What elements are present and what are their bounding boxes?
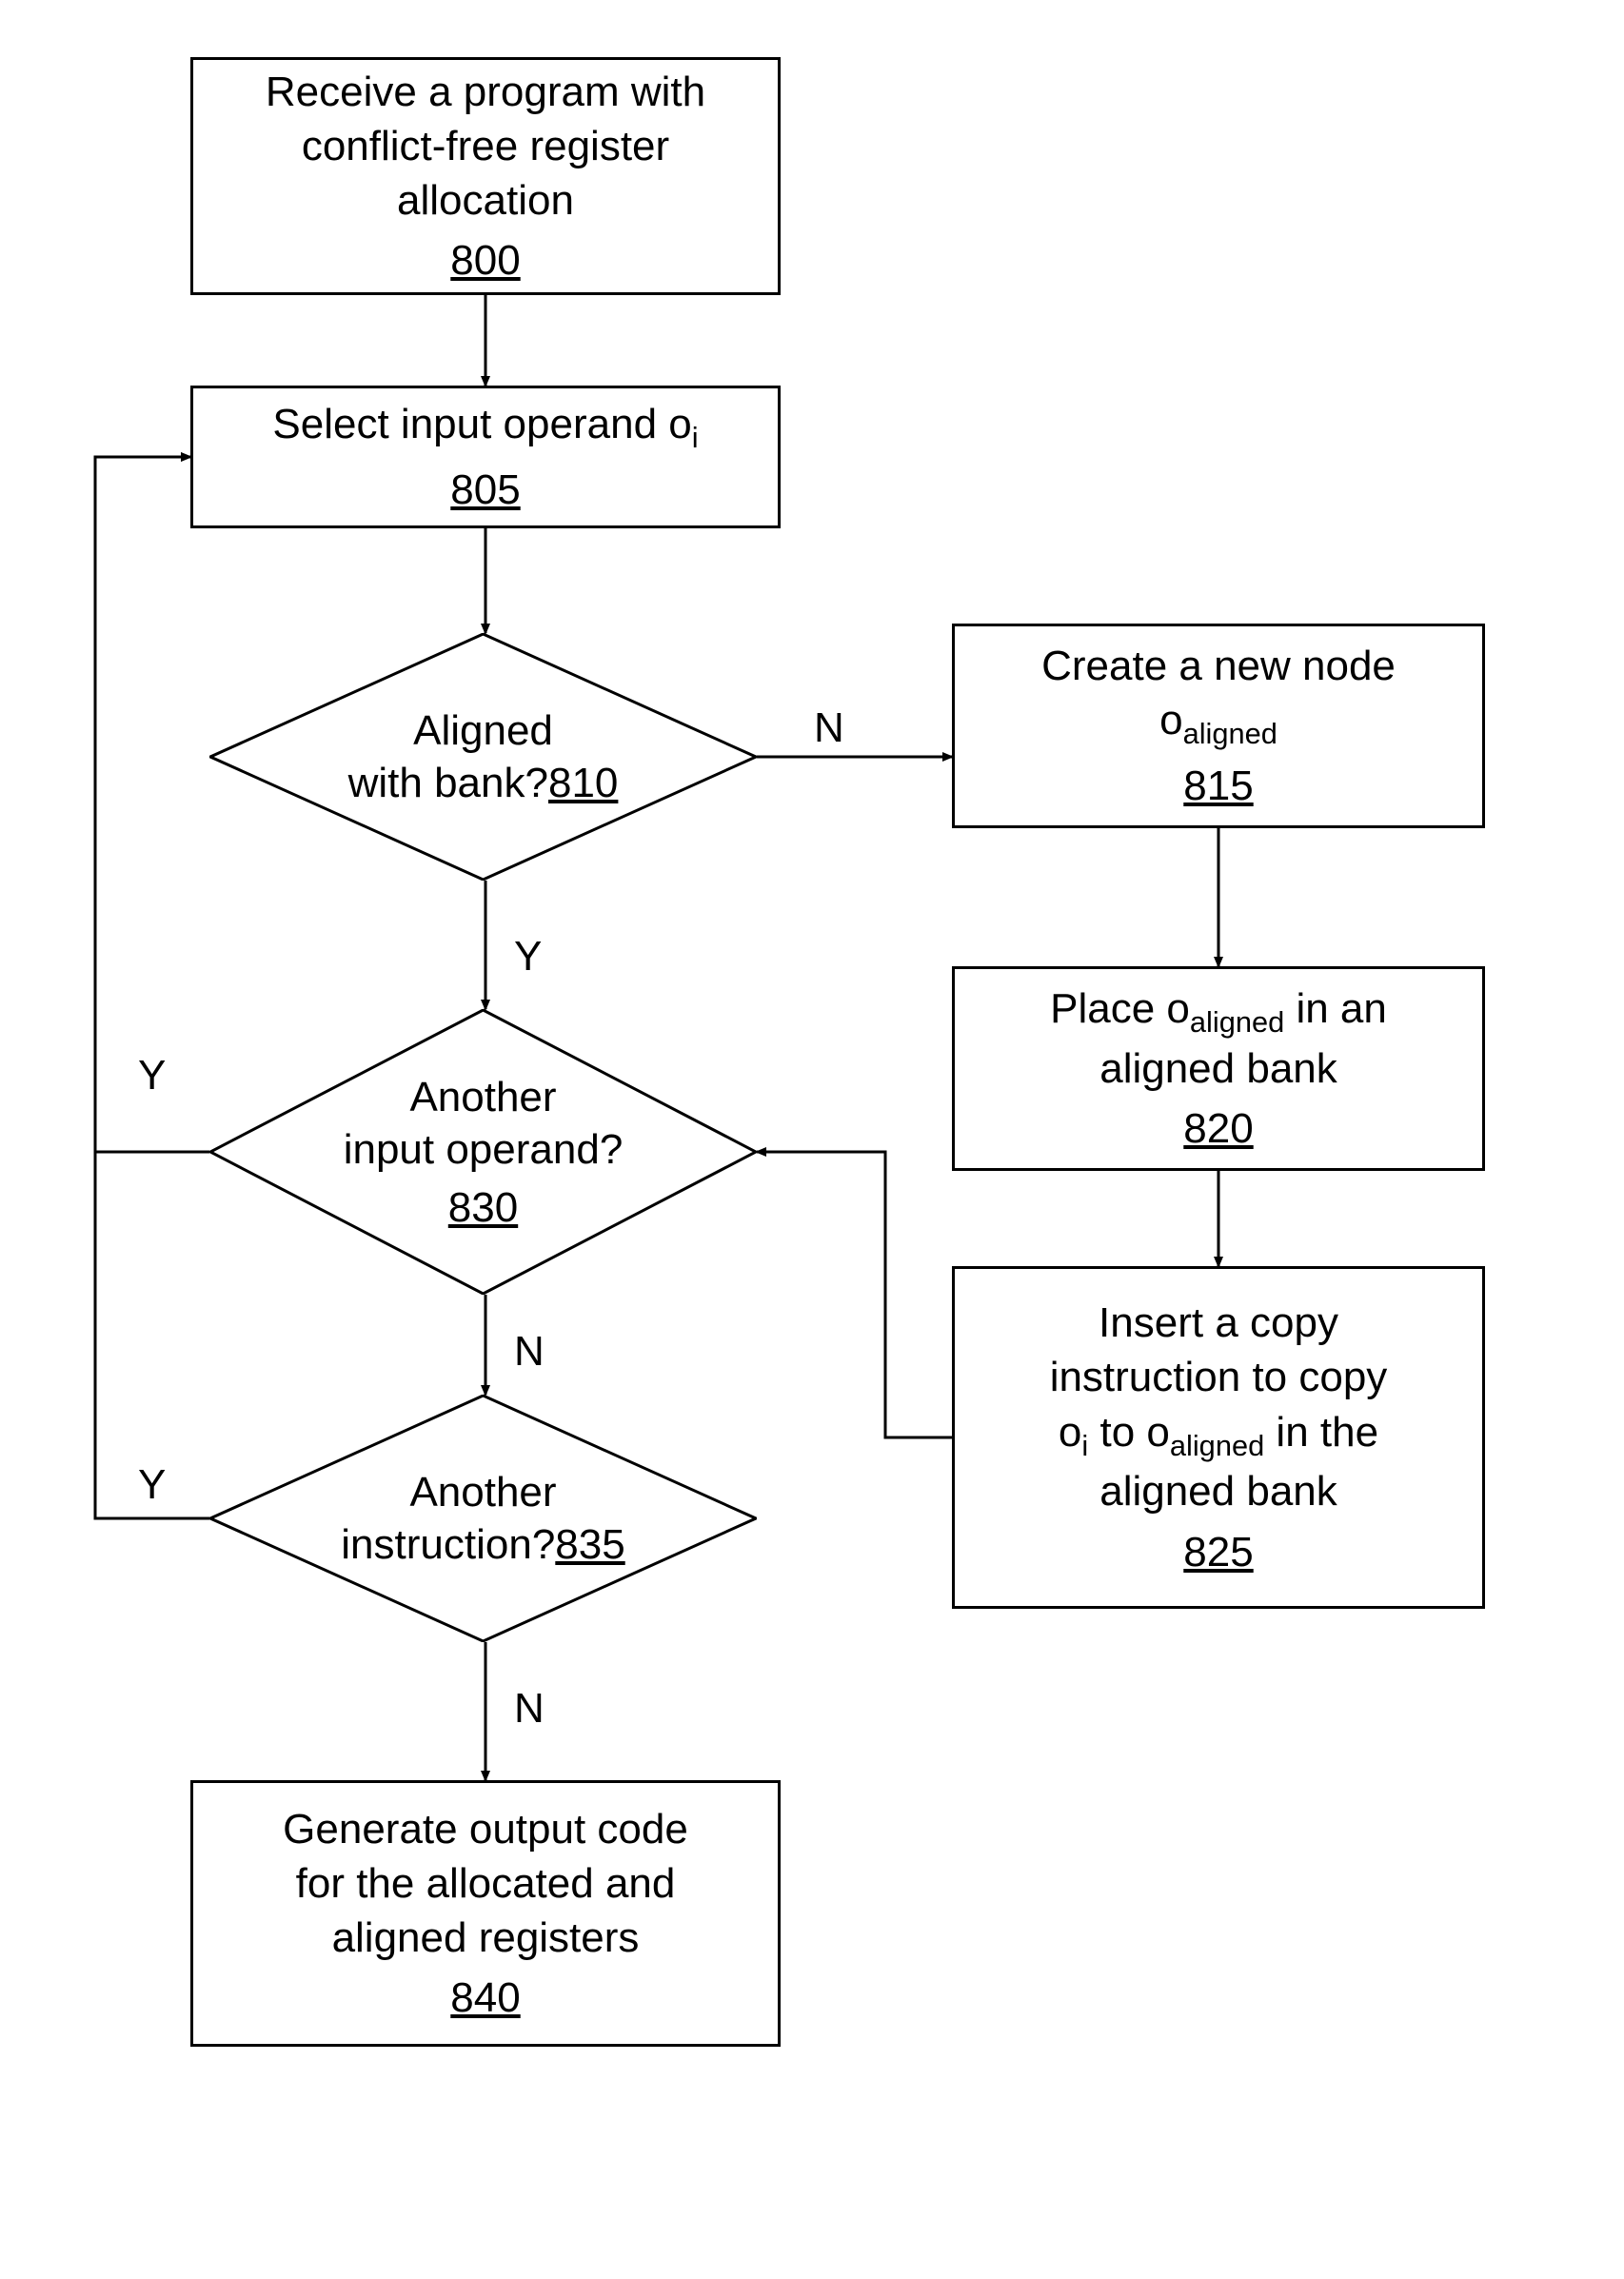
edge-label-9: Y	[138, 1461, 166, 1509]
edge-label-8: N	[514, 1328, 545, 1376]
node-text: Place oaligned in analigned bank	[1050, 981, 1387, 1096]
flowchart-container: Y N Y N Y N Receive a program withconflict-fre…	[0, 0, 1624, 2279]
edge-label-7: Y	[138, 1052, 166, 1100]
edge-6	[757, 1152, 952, 1437]
edge-label-10: N	[514, 1685, 545, 1733]
node-ref: 830	[448, 1181, 518, 1234]
node-835: Anotherinstruction?835	[209, 1395, 757, 1642]
node-ref: 800	[450, 233, 520, 287]
node-815: Create a new nodeoaligned 815	[952, 624, 1485, 828]
node-820: Place oaligned in analigned bank820	[952, 966, 1485, 1171]
node-text: Anotherinput operand?830	[209, 1009, 757, 1295]
node-ref: 820	[1183, 1101, 1253, 1156]
edge-label-2: Y	[514, 933, 542, 981]
edge-7	[95, 457, 209, 1152]
node-810: Alignedwith bank?810	[209, 633, 757, 881]
node-ref: 840	[450, 1971, 520, 2025]
node-825: Insert a copyinstruction to copyoi to oa…	[952, 1266, 1485, 1609]
node-ref: 825	[1183, 1525, 1253, 1579]
node-805: Select input operand oi 805	[190, 386, 781, 528]
node-text: Select input operand oi	[272, 397, 698, 457]
node-text: Anotherinstruction?835	[209, 1395, 757, 1642]
node-800: Receive a program withconflict-free regi…	[190, 57, 781, 295]
node-830: Anotherinput operand?830	[209, 1009, 757, 1295]
edge-9	[95, 457, 209, 1518]
node-ref: 805	[450, 463, 520, 517]
edge-label-3: N	[814, 704, 844, 752]
node-ref: 815	[1183, 759, 1253, 813]
node-text: Insert a copyinstruction to copyoi to oa…	[1050, 1296, 1388, 1518]
node-text: Receive a program withconflict-free regi…	[266, 65, 705, 228]
node-text: Create a new nodeoaligned	[1041, 639, 1396, 753]
node-text: Generate output codefor the allocated an…	[283, 1802, 688, 1966]
node-text: Alignedwith bank?810	[209, 633, 757, 881]
node-840: Generate output codefor the allocated an…	[190, 1780, 781, 2047]
